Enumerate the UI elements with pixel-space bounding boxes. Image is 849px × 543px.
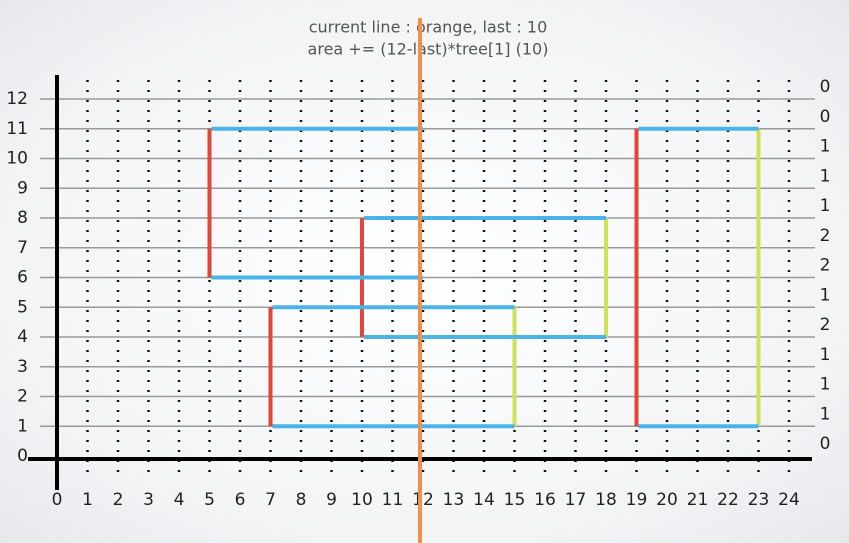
x-label: 14 <box>473 490 495 510</box>
y-label: 5 <box>17 297 28 317</box>
x-label: 18 <box>595 490 617 510</box>
segment-count: 1 <box>820 345 831 365</box>
x-label: 10 <box>351 490 373 510</box>
segment-count: 0 <box>820 107 831 127</box>
x-label: 2 <box>113 490 124 510</box>
segment-count: 1 <box>820 285 831 305</box>
y-label: 10 <box>6 149 28 169</box>
x-label: 15 <box>504 490 526 510</box>
x-label: 22 <box>717 490 739 510</box>
segment-count: 1 <box>820 166 831 186</box>
y-label: 1 <box>17 416 28 436</box>
y-label: 3 <box>17 357 28 377</box>
caption: area += (12-last)*tree[1] (10) <box>308 40 549 59</box>
x-label: 9 <box>326 490 337 510</box>
x-label: 21 <box>687 490 709 510</box>
x-label: 16 <box>534 490 556 510</box>
x-label: 12 <box>412 490 434 510</box>
x-label: 7 <box>265 490 276 510</box>
x-label: 23 <box>748 490 770 510</box>
segment-count: 2 <box>820 256 831 276</box>
x-label: 13 <box>443 490 465 510</box>
y-label: 4 <box>17 327 28 347</box>
y-label: 9 <box>17 178 28 198</box>
y-label: 7 <box>17 238 28 258</box>
y-label: 2 <box>17 387 28 407</box>
x-label: 5 <box>204 490 215 510</box>
segment-count: 0 <box>820 434 831 454</box>
segment-count: 1 <box>820 375 831 395</box>
x-label: 20 <box>656 490 678 510</box>
y-label: 0 <box>17 446 28 466</box>
segment-count: 2 <box>820 315 831 335</box>
segment-count: 1 <box>820 404 831 424</box>
segment-count: 0 <box>820 77 831 97</box>
x-label: 0 <box>52 490 63 510</box>
x-label: 3 <box>143 490 154 510</box>
x-label: 17 <box>565 490 587 510</box>
segment-count: 1 <box>820 196 831 216</box>
x-label: 24 <box>778 490 800 510</box>
segment-count: 2 <box>820 226 831 246</box>
y-label: 12 <box>6 89 28 109</box>
y-label: 11 <box>6 119 28 139</box>
x-label: 1 <box>82 490 93 510</box>
y-label: 6 <box>17 268 28 288</box>
x-label: 11 <box>382 490 404 510</box>
x-label: 19 <box>626 490 648 510</box>
segment-count: 1 <box>820 137 831 157</box>
x-label: 6 <box>235 490 246 510</box>
caption: current line : orange, last : 10 <box>309 18 548 37</box>
y-label: 8 <box>17 208 28 228</box>
x-label: 4 <box>174 490 185 510</box>
x-label: 8 <box>296 490 307 510</box>
